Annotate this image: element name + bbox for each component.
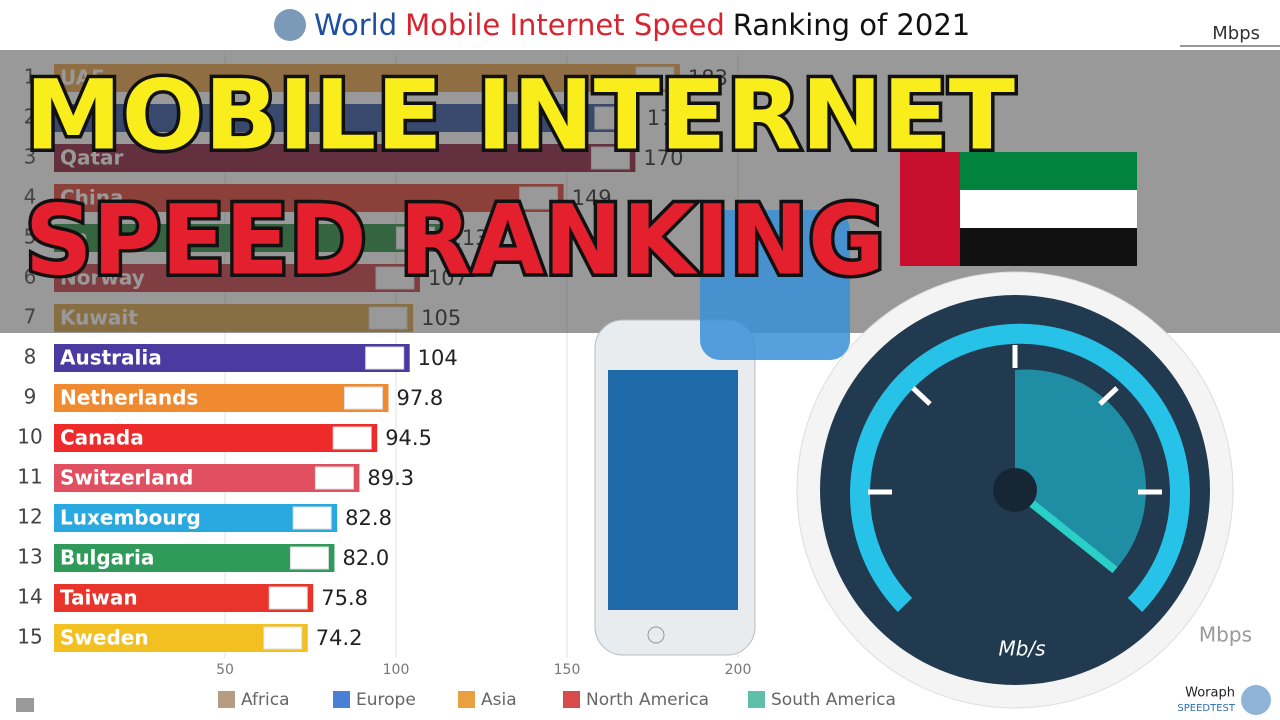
bar [54, 344, 410, 372]
rank-label: 12 [17, 505, 42, 529]
title-part: World [314, 8, 397, 42]
gauge-tick [911, 386, 932, 406]
gauge-sector [1015, 369, 1147, 570]
legend-label: Asia [481, 690, 517, 710]
rank-label: 9 [24, 385, 37, 409]
bar [54, 424, 378, 452]
bar-label: Luxembourg [60, 506, 201, 530]
globe-icon [274, 9, 306, 41]
rank-label: 11 [17, 465, 42, 489]
uae-flag [900, 152, 1137, 266]
bar-label: Bulgaria [60, 546, 154, 570]
flag [365, 346, 405, 370]
value-label: 74.2 [316, 626, 363, 650]
flag-green [960, 152, 1137, 190]
legend-swatch [458, 691, 475, 708]
title-part: Mobile Internet Speed [405, 8, 725, 42]
value-label: 82.0 [342, 546, 389, 570]
flag [292, 506, 332, 530]
title-part: Ranking of 2021 [733, 8, 971, 42]
legend-swatch [748, 691, 765, 708]
bars-icon [16, 698, 34, 712]
value-label: 104 [418, 346, 458, 370]
brand: Woraph [1185, 686, 1235, 701]
phone-screen [608, 370, 738, 610]
bar [54, 504, 338, 532]
phone [594, 210, 850, 656]
gauge-tick [1098, 386, 1119, 406]
bar [54, 544, 335, 572]
value-label: 82.8 [345, 506, 392, 530]
brand-logo [1241, 685, 1271, 715]
headline-2: SPEED RANKING [25, 184, 885, 296]
gauge-arc [850, 323, 1190, 612]
flag-red [900, 152, 960, 266]
legend-label: South America [771, 690, 896, 710]
x-tick-label: 200 [725, 662, 752, 678]
bar [54, 464, 360, 492]
bar-label: Netherlands [60, 386, 198, 410]
flag-black [960, 228, 1137, 266]
gauge-label: Mb/s [998, 637, 1045, 661]
rank-label: 13 [17, 545, 42, 569]
gauge: Mb/s [796, 271, 1234, 709]
headline-1: MOBILE INTERNET [25, 59, 1015, 171]
unit-bottom: Mbps [1199, 623, 1252, 647]
app-icons [700, 210, 850, 360]
x-tick-label: 150 [554, 662, 581, 678]
legend-label: Europe [356, 690, 416, 710]
value-label: 75.8 [321, 586, 368, 610]
x-tick-label: 50 [216, 662, 234, 678]
bar [54, 384, 389, 412]
value-label: 94.5 [385, 426, 432, 450]
bar-label: Taiwan [60, 586, 138, 610]
rank-label: 15 [17, 625, 42, 649]
bar-label: Switzerland [60, 466, 193, 490]
legend-label: Africa [241, 690, 290, 710]
flag-white [960, 190, 1137, 228]
gauge-hub [993, 468, 1037, 512]
legend-swatch [218, 691, 235, 708]
rank-label: 10 [17, 425, 42, 449]
brand-sub: SPEEDTEST [1177, 703, 1235, 714]
value-label: 89.3 [367, 466, 414, 490]
flag [332, 426, 372, 450]
flag [268, 586, 308, 610]
legend-swatch [563, 691, 580, 708]
rank-label: 8 [24, 345, 37, 369]
bar-label: Australia [60, 346, 162, 370]
bar-label: Canada [60, 426, 144, 450]
legend-swatch [333, 691, 350, 708]
legend-label: North America [586, 690, 709, 710]
flag [289, 546, 329, 570]
flag [314, 466, 354, 490]
x-tick-label: 100 [383, 662, 410, 678]
bar-label: Sweden [60, 626, 149, 650]
chart-title: World Mobile Internet Speed Ranking of 202… [314, 8, 970, 42]
value-label: 97.8 [396, 386, 443, 410]
phone-button [647, 626, 665, 644]
unit-label: Mbps [1212, 23, 1260, 44]
rank-label: 14 [17, 585, 42, 609]
flag [263, 626, 303, 650]
flag [343, 386, 383, 410]
